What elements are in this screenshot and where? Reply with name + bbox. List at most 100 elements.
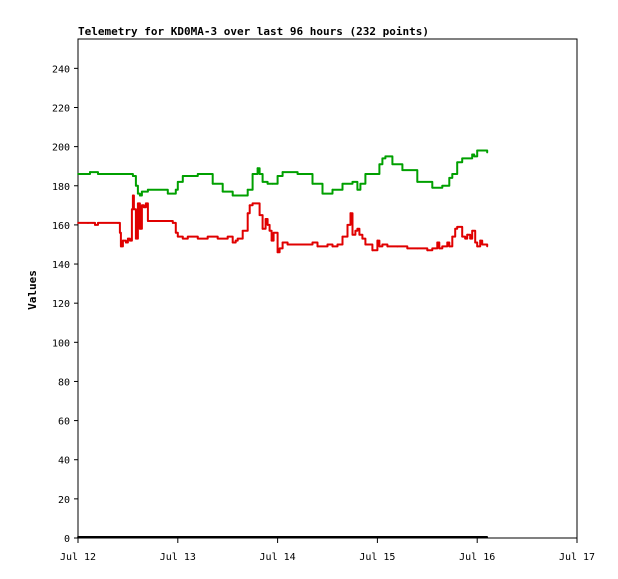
data-point	[206, 235, 209, 238]
data-point	[364, 173, 367, 175]
data-point	[117, 173, 119, 175]
data-point	[311, 241, 314, 244]
data-point	[351, 233, 354, 236]
data-point	[486, 536, 489, 538]
x-tick-label: Jul 17	[559, 552, 595, 563]
data-point	[471, 153, 474, 156]
data-point	[466, 233, 469, 236]
data-point	[341, 182, 344, 185]
data-point	[136, 192, 139, 195]
data-point	[361, 237, 364, 240]
data-point	[261, 180, 264, 183]
data-point	[236, 194, 239, 197]
data-point	[331, 245, 334, 248]
data-point	[266, 182, 269, 185]
data-point	[174, 188, 177, 191]
data-point	[266, 224, 269, 226]
y-tick-label: 220	[52, 103, 70, 114]
chart-title: Telemetry for KD0MA-3 over last 96 hours…	[78, 25, 429, 38]
data-point	[258, 214, 261, 217]
data-point	[231, 241, 234, 244]
data-point	[474, 241, 477, 244]
data-point	[481, 243, 484, 246]
data-point	[378, 163, 381, 166]
data-point	[448, 177, 451, 179]
x-tick-label: Jul 12	[60, 552, 96, 563]
data-point	[471, 229, 474, 232]
data-point	[140, 190, 143, 193]
data-point	[481, 149, 484, 152]
x-tick-label: Jul 14	[260, 552, 296, 563]
data-point	[231, 194, 234, 197]
data-point	[246, 188, 249, 191]
data-point	[441, 245, 444, 248]
data-point	[349, 212, 352, 215]
data-point	[256, 202, 259, 205]
x-tick-label: Jul 15	[359, 552, 395, 563]
data-point	[354, 229, 357, 232]
data-point	[131, 175, 134, 177]
data-point	[351, 180, 354, 183]
data-point	[134, 184, 137, 187]
data-point	[120, 245, 122, 248]
data-point	[278, 247, 281, 250]
data-point	[436, 241, 439, 244]
y-tick-label: 240	[52, 64, 70, 75]
y-tick-label: 120	[52, 299, 70, 310]
data-point	[281, 171, 284, 173]
data-point	[77, 173, 79, 175]
data-point	[384, 155, 387, 158]
data-point	[92, 222, 94, 224]
y-tick-label: 20	[58, 495, 70, 506]
data-point	[451, 173, 454, 175]
data-point	[473, 155, 476, 158]
data-point	[371, 249, 374, 252]
data-point	[151, 220, 154, 222]
series-line	[78, 149, 489, 197]
data-point	[364, 243, 367, 246]
data-point	[258, 173, 261, 175]
data-point	[171, 192, 174, 195]
data-point	[316, 245, 319, 248]
data-point	[356, 227, 359, 230]
data-point	[221, 190, 224, 193]
data-point	[438, 247, 441, 250]
data-point	[368, 243, 371, 246]
data-point	[386, 245, 389, 248]
data-point	[359, 182, 362, 185]
data-point	[381, 243, 384, 246]
series-line	[78, 194, 489, 254]
data-point	[441, 184, 444, 187]
data-point	[270, 239, 273, 242]
data-point	[431, 186, 434, 189]
data-point	[461, 235, 464, 238]
y-axis-label: Values	[26, 270, 39, 310]
x-axis: Jul 12 Jul 13 Jul 14 Jul 15 Jul 16 Jul 17	[60, 538, 595, 563]
data-point	[87, 222, 89, 224]
data-point	[331, 188, 334, 191]
data-point	[176, 180, 179, 183]
data-point	[264, 218, 267, 220]
data-point	[127, 237, 129, 240]
data-point	[479, 239, 482, 242]
data-point	[476, 149, 479, 152]
data-point	[87, 173, 89, 175]
series-2	[77, 536, 489, 538]
data-point	[469, 237, 472, 240]
data-point	[376, 173, 379, 175]
data-point	[416, 180, 419, 183]
x-tick-label: Jul 16	[459, 552, 495, 563]
data-point	[406, 247, 409, 250]
y-tick-label: 40	[58, 456, 70, 467]
data-point	[181, 237, 184, 240]
data-point	[276, 251, 279, 254]
series-0	[77, 149, 489, 197]
data-point	[236, 237, 239, 240]
data-point	[336, 243, 339, 246]
y-tick-label: 100	[52, 338, 70, 349]
data-point	[311, 182, 314, 185]
data-point	[241, 229, 244, 232]
data-point	[446, 241, 449, 244]
data-point	[376, 239, 379, 242]
y-tick-label: 0	[64, 534, 70, 545]
